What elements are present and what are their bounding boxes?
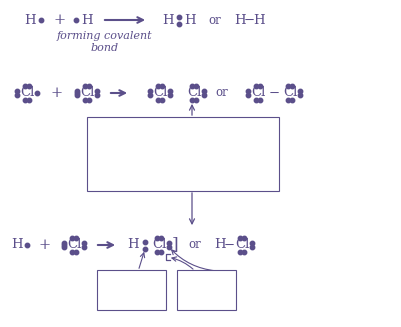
Text: or: or bbox=[216, 87, 229, 99]
Text: share a pair of electrons,: share a pair of electrons, bbox=[96, 142, 245, 154]
Text: Cl: Cl bbox=[283, 87, 297, 99]
Text: +: + bbox=[54, 13, 66, 27]
Text: H: H bbox=[184, 13, 196, 26]
Text: +: + bbox=[39, 238, 51, 252]
Text: bond: bond bbox=[91, 43, 119, 53]
Text: Constituent atoms: Constituent atoms bbox=[96, 126, 205, 139]
Text: Bonding: Bonding bbox=[109, 279, 154, 287]
Text: Cl: Cl bbox=[235, 238, 249, 251]
Text: H: H bbox=[11, 238, 23, 251]
Text: Cl: Cl bbox=[153, 87, 167, 99]
Text: ]: ] bbox=[172, 236, 178, 253]
Text: or: or bbox=[209, 13, 221, 26]
Text: Cl: Cl bbox=[251, 87, 265, 99]
Text: −: − bbox=[243, 14, 255, 27]
FancyBboxPatch shape bbox=[97, 270, 166, 310]
Text: or: or bbox=[188, 238, 201, 251]
Text: −: − bbox=[268, 87, 279, 100]
Text: pair: pair bbox=[196, 292, 217, 301]
Text: Cl: Cl bbox=[152, 238, 166, 251]
Text: H: H bbox=[127, 238, 139, 251]
Text: Lone: Lone bbox=[194, 279, 219, 287]
Text: closing the shell for each: closing the shell for each bbox=[96, 158, 245, 170]
Text: −: − bbox=[223, 239, 235, 252]
Text: Cl: Cl bbox=[67, 238, 81, 251]
Text: +: + bbox=[51, 86, 63, 100]
Text: Cl: Cl bbox=[20, 87, 34, 99]
Text: H: H bbox=[214, 238, 226, 251]
FancyBboxPatch shape bbox=[177, 270, 236, 310]
Text: H: H bbox=[24, 13, 36, 26]
Text: H: H bbox=[81, 13, 93, 26]
Text: forming covalent: forming covalent bbox=[57, 31, 153, 41]
Text: H: H bbox=[234, 13, 246, 26]
Text: H: H bbox=[162, 13, 174, 26]
Text: H: H bbox=[253, 13, 265, 26]
FancyBboxPatch shape bbox=[87, 117, 279, 191]
Text: Cl: Cl bbox=[80, 87, 94, 99]
Text: pair: pair bbox=[121, 292, 142, 301]
Text: Cl: Cl bbox=[187, 87, 201, 99]
